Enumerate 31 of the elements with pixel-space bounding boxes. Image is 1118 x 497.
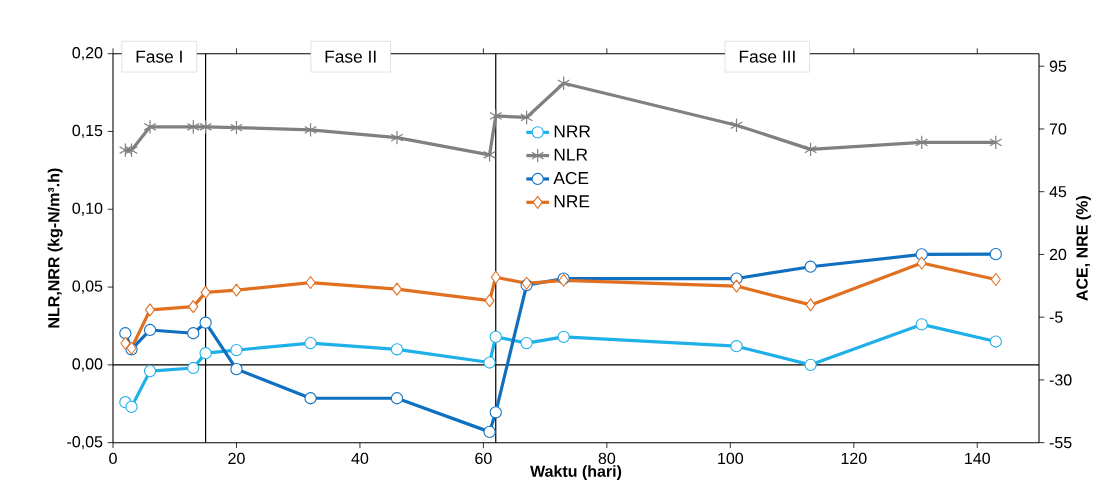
y2-tick-label: -5 — [1049, 311, 1063, 323]
x-tick-label: 80 — [598, 452, 616, 465]
y2-tick-label: 70 — [1049, 123, 1067, 135]
y-tick-label: 0,15 — [72, 124, 103, 139]
y-tick-label: 0,00 — [72, 358, 103, 372]
y2-tick-label: -55 — [1049, 437, 1072, 449]
x-tick-label: 40 — [351, 452, 369, 465]
y2-tick-label: 95 — [1049, 60, 1067, 72]
annotation: Fase I — [136, 50, 182, 63]
y-tick-label: 0,10 — [72, 202, 103, 216]
legend-label: ACE — [553, 171, 589, 185]
y2-tick-label: 45 — [1049, 186, 1067, 198]
annotation: Fase II — [325, 50, 376, 63]
x-tick-label: 120 — [841, 452, 867, 465]
y-tick-label: 0,05 — [72, 280, 103, 294]
y-axis-title: NLR,NRR (kg-N/m³.h) — [47, 168, 63, 328]
annotation: Fase III — [739, 50, 795, 63]
x-axis-title: Waktu (hari) — [530, 465, 622, 481]
legend-label: NLR — [554, 148, 588, 161]
y2-tick-label: -30 — [1049, 374, 1072, 386]
y2-tick-label: 20 — [1049, 248, 1067, 261]
legend-label: NRR — [554, 125, 591, 138]
x-tick-label: 60 — [475, 452, 492, 465]
x-tick-label: 20 — [228, 452, 245, 465]
x-tick-label: 100 — [718, 452, 744, 465]
y-tick-label: -0,05 — [67, 436, 103, 450]
y-tick-label: 0,20 — [72, 47, 103, 61]
y2-axis-title: ACE, NRE (%) — [1076, 196, 1091, 301]
x-tick-label: 140 — [965, 452, 990, 465]
legend-label: NRE — [554, 195, 590, 208]
x-tick-label: 0 — [109, 452, 117, 465]
